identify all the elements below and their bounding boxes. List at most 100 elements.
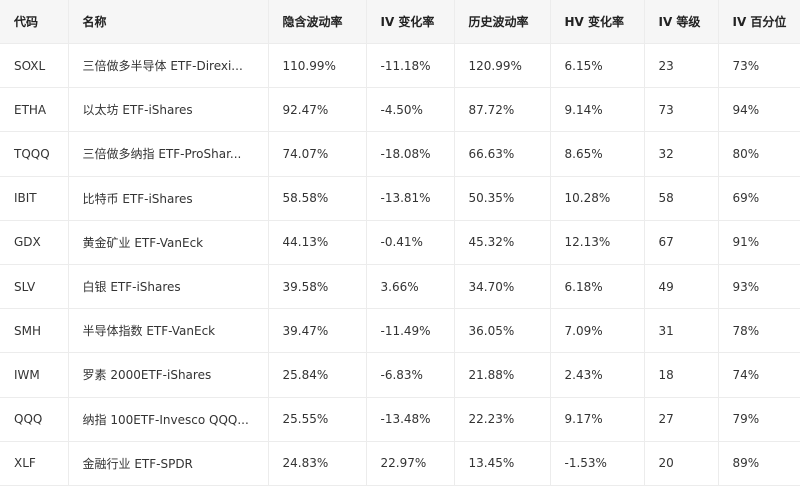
table-cell: 73% <box>718 43 800 89</box>
table-cell: 黄金矿业 ETF-VanEck <box>68 220 269 265</box>
table-cell: -4.50% <box>366 87 455 133</box>
table-cell: 39.58% <box>268 264 367 310</box>
table-row: SOXL 三倍做多半导体 ETF-Direxi... 110.99% -11.18% 1… <box>0 43 800 89</box>
table-row: ETHA 以太坊 ETF-iShares 92.47% -4.50% 87.72% 9.1… <box>0 87 800 133</box>
table-cell: 92.47% <box>268 87 367 133</box>
table-cell: 10.28% <box>550 176 645 221</box>
table-row: SMH 半导体指数 ETF-VanEck 39.47% -11.49% 36.05% 7.… <box>0 308 800 354</box>
table-cell: -13.81% <box>366 176 455 221</box>
table-cell: GDX <box>0 220 69 265</box>
table-cell: 半导体指数 ETF-VanEck <box>68 308 269 354</box>
table-body: SOXL 三倍做多半导体 ETF-Direxi... 110.99% -11.18% 1… <box>0 43 800 486</box>
table-cell: QQQ <box>0 397 69 442</box>
table-cell: -11.18% <box>366 43 455 89</box>
table-cell: IWM <box>0 352 69 398</box>
table-cell: 18 <box>644 352 719 398</box>
table-cell: 27 <box>644 397 719 442</box>
table-cell: 9.14% <box>550 87 645 133</box>
table-cell: 34.70% <box>454 264 551 310</box>
table-row: XLF 金融行业 ETF-SPDR 24.83% 22.97% 13.45% -1.53%… <box>0 441 800 486</box>
table-cell: -1.53% <box>550 441 645 486</box>
column-header: 隐含波动率 <box>268 0 367 44</box>
table-cell: 7.09% <box>550 308 645 354</box>
table-cell: 87.72% <box>454 87 551 133</box>
table-cell: -18.08% <box>366 131 455 177</box>
table-cell: 49 <box>644 264 719 310</box>
table-cell: 以太坊 ETF-iShares <box>68 87 269 133</box>
table-cell: 6.15% <box>550 43 645 89</box>
table-cell: 21.88% <box>454 352 551 398</box>
table-cell: 120.99% <box>454 43 551 89</box>
table-cell: 25.84% <box>268 352 367 398</box>
column-header: IV 百分位 <box>718 0 800 44</box>
table-cell: 89% <box>718 441 800 486</box>
table-cell: SLV <box>0 264 69 310</box>
table-cell: 50.35% <box>454 176 551 221</box>
table-cell: -13.48% <box>366 397 455 442</box>
table-cell: 32 <box>644 131 719 177</box>
table-cell: 78% <box>718 308 800 354</box>
table-cell: 73 <box>644 87 719 133</box>
column-header: IV 变化率 <box>366 0 455 44</box>
table-row: IWM 罗素 2000ETF-iShares 25.84% -6.83% 21.88% 2… <box>0 352 800 398</box>
table-row: TQQQ 三倍做多纳指 ETF-ProShar... 74.07% -18.08% 66… <box>0 131 800 177</box>
table-cell: 白银 ETF-iShares <box>68 264 269 310</box>
table-cell: -6.83% <box>366 352 455 398</box>
table-cell: 纳指 100ETF-Invesco QQQ... <box>68 397 269 442</box>
table-cell: 94% <box>718 87 800 133</box>
table-cell: 三倍做多纳指 ETF-ProShar... <box>68 131 269 177</box>
table-cell: 比特币 ETF-iShares <box>68 176 269 221</box>
table-cell: 2.43% <box>550 352 645 398</box>
table-cell: 22.97% <box>366 441 455 486</box>
table-cell: 3.66% <box>366 264 455 310</box>
table-cell: TQQQ <box>0 131 69 177</box>
table-cell: 58.58% <box>268 176 367 221</box>
table-cell: 44.13% <box>268 220 367 265</box>
table-cell: -11.49% <box>366 308 455 354</box>
table-row: QQQ 纳指 100ETF-Invesco QQQ... 25.55% -13.48%… <box>0 397 800 442</box>
table-cell: 20 <box>644 441 719 486</box>
table-cell: 金融行业 ETF-SPDR <box>68 441 269 486</box>
table-row: SLV 白银 ETF-iShares 39.58% 3.66% 34.70% 6.18% 4… <box>0 264 800 310</box>
table-cell: 74.07% <box>268 131 367 177</box>
table-cell: 45.32% <box>454 220 551 265</box>
table-cell: 58 <box>644 176 719 221</box>
table-cell: ETHA <box>0 87 69 133</box>
table-cell: 80% <box>718 131 800 177</box>
table-cell: 91% <box>718 220 800 265</box>
table-cell: 13.45% <box>454 441 551 486</box>
table-cell: 79% <box>718 397 800 442</box>
table-cell: IBIT <box>0 176 69 221</box>
table-cell: 69% <box>718 176 800 221</box>
table-cell: 三倍做多半导体 ETF-Direxi... <box>68 43 269 89</box>
column-header: 名称 <box>68 0 269 44</box>
table-cell: 罗素 2000ETF-iShares <box>68 352 269 398</box>
table-header: 代码 名称 隐含波动率 IV 变化率 历史波动率 HV 变化率 IV 等级 IV 百分位 <box>0 0 800 44</box>
table-cell: 110.99% <box>268 43 367 89</box>
table-cell: 12.13% <box>550 220 645 265</box>
column-header: 代码 <box>0 0 69 44</box>
table-row: IBIT 比特币 ETF-iShares 58.58% -13.81% 50.35% 10… <box>0 176 800 221</box>
table-cell: 93% <box>718 264 800 310</box>
header-row: 代码 名称 隐含波动率 IV 变化率 历史波动率 HV 变化率 IV 等级 IV 百分位 <box>0 0 800 44</box>
column-header: IV 等级 <box>644 0 719 44</box>
table-cell: 24.83% <box>268 441 367 486</box>
table-cell: 39.47% <box>268 308 367 354</box>
table-cell: 9.17% <box>550 397 645 442</box>
table-cell: 22.23% <box>454 397 551 442</box>
table-cell: 6.18% <box>550 264 645 310</box>
column-header: HV 变化率 <box>550 0 645 44</box>
table-cell: -0.41% <box>366 220 455 265</box>
table-cell: 74% <box>718 352 800 398</box>
table-cell: SMH <box>0 308 69 354</box>
table-cell: 67 <box>644 220 719 265</box>
table-cell: 8.65% <box>550 131 645 177</box>
table-cell: XLF <box>0 441 69 486</box>
table-row: GDX 黄金矿业 ETF-VanEck 44.13% -0.41% 45.32% 12.1… <box>0 220 800 265</box>
table-cell: 25.55% <box>268 397 367 442</box>
table-cell: SOXL <box>0 43 69 89</box>
table-cell: 31 <box>644 308 719 354</box>
table-cell: 66.63% <box>454 131 551 177</box>
